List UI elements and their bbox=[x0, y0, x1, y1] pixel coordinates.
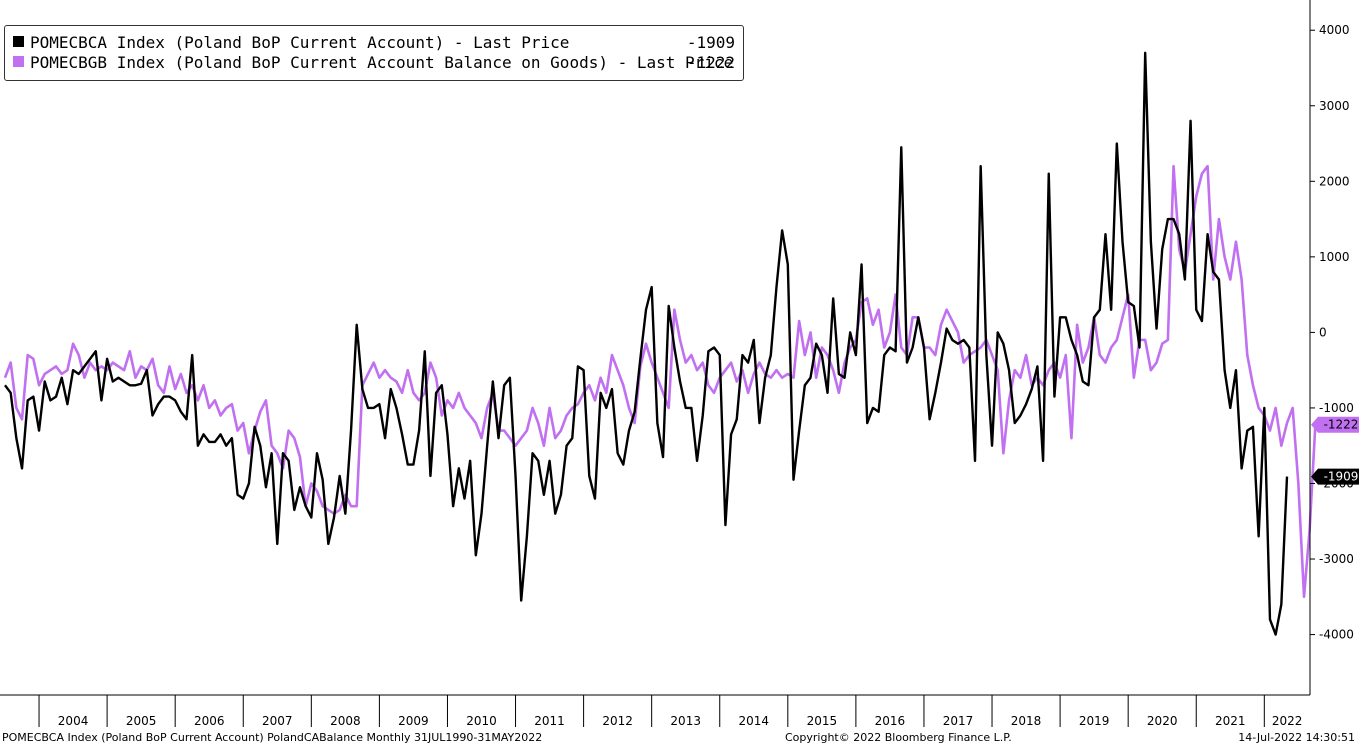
x-tick-label: 2008 bbox=[330, 714, 361, 728]
legend-last-value: -1222 bbox=[686, 53, 735, 72]
y-tick-label: 2000 bbox=[1319, 174, 1350, 188]
y-tick-label: -1000 bbox=[1319, 401, 1354, 415]
x-tick-label: 2007 bbox=[262, 714, 293, 728]
plot-area bbox=[3, 51, 1317, 636]
y-tick-label: -3000 bbox=[1319, 552, 1354, 566]
last-value-tag-shape bbox=[1311, 416, 1359, 433]
x-tick-label: 2013 bbox=[670, 714, 701, 728]
x-tick-label: 2005 bbox=[126, 714, 157, 728]
legend-last-value: -1909 bbox=[686, 33, 735, 52]
legend-swatch bbox=[13, 36, 24, 47]
last-value-tag: -1222 bbox=[1311, 416, 1359, 433]
x-tick-label: 2021 bbox=[1215, 714, 1246, 728]
x-tick-label: 2014 bbox=[739, 714, 770, 728]
legend-item: POMECBCA Index (Poland BoP Current Accou… bbox=[13, 33, 735, 53]
last-value-tag-shape bbox=[1311, 468, 1359, 485]
last-value-tag: -1909 bbox=[1311, 468, 1359, 485]
last-value-tag-label: -1222 bbox=[1324, 418, 1359, 432]
legend-swatch bbox=[13, 56, 24, 67]
last-value-tag-label: -1909 bbox=[1324, 470, 1359, 484]
x-tick-label: 2018 bbox=[1011, 714, 1042, 728]
x-tick-label: 2012 bbox=[602, 714, 633, 728]
legend-label: POMECBCA Index (Poland BoP Current Accou… bbox=[30, 33, 570, 52]
series-line-balance-on-goods bbox=[3, 164, 1317, 599]
x-tick-label: 2020 bbox=[1147, 714, 1178, 728]
footer-source: POMECBCA Index (Poland BoP Current Accou… bbox=[2, 731, 543, 744]
y-tick-label: 0 bbox=[1319, 325, 1327, 339]
x-tick-label: 2010 bbox=[466, 714, 497, 728]
x-axis: 2004 2005 2006 2007 2008 2009 2010 2011 2012 2013… bbox=[0, 694, 1310, 728]
y-tick-label: 4000 bbox=[1319, 23, 1350, 37]
series-line-current-account bbox=[4, 51, 1289, 636]
x-tick-label: 2004 bbox=[58, 714, 89, 728]
footer-timestamp: 14-Jul-2022 14:30:51 bbox=[1238, 731, 1355, 744]
x-tick-label: 2009 bbox=[398, 714, 429, 728]
x-tick-label: 2022 bbox=[1272, 714, 1303, 728]
y-tick-label: -4000 bbox=[1319, 628, 1354, 642]
y-tick-label: 1000 bbox=[1319, 250, 1350, 264]
x-tick-label: 2019 bbox=[1079, 714, 1110, 728]
legend-item: POMECBGB Index (Poland BoP Current Accou… bbox=[13, 53, 735, 73]
footer-copyright: Copyright© 2022 Bloomberg Finance L.P. bbox=[785, 731, 1012, 744]
legend-label: POMECBGB Index (Poland BoP Current Accou… bbox=[30, 53, 734, 72]
x-tick-label: 2006 bbox=[194, 714, 225, 728]
y-tick-label: 3000 bbox=[1319, 99, 1350, 113]
x-tick-label: 2016 bbox=[875, 714, 906, 728]
x-tick-label: 2017 bbox=[943, 714, 974, 728]
x-tick-label: 2011 bbox=[534, 714, 565, 728]
x-tick-label: 2015 bbox=[807, 714, 838, 728]
last-value-tags: -1909 -1222 bbox=[1311, 416, 1359, 485]
legend: POMECBCA Index (Poland BoP Current Accou… bbox=[4, 25, 744, 81]
